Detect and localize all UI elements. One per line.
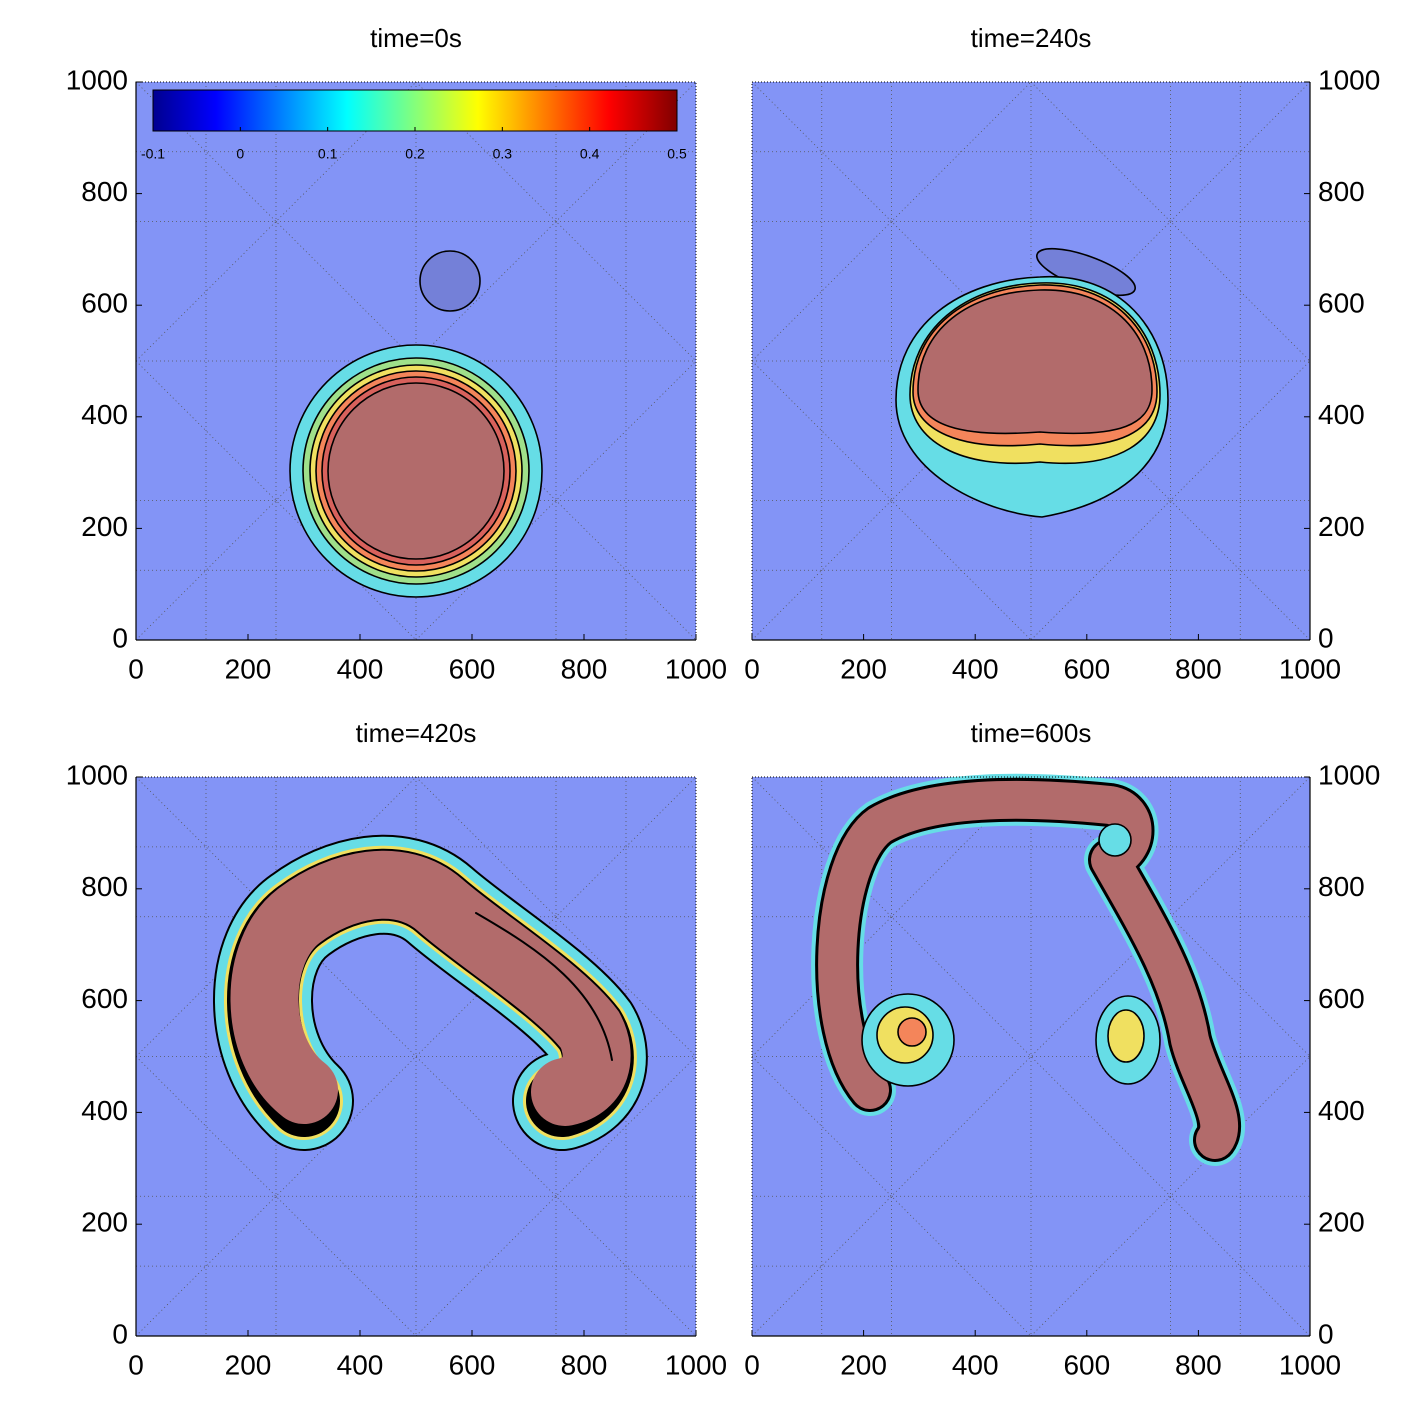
- mesh-line: [1030, 360, 1311, 641]
- x-tick-label: 600: [1063, 653, 1110, 684]
- x-tick-label: 800: [1175, 1349, 1222, 1380]
- field: [289, 250, 543, 598]
- y-tick-label: 400: [1318, 1095, 1365, 1126]
- y-tick-label: 1000: [1318, 759, 1380, 790]
- y-tick-label: 1000: [66, 759, 128, 790]
- y-tick-label: 0: [1318, 622, 1334, 653]
- colorbar-tick-label: 0.4: [580, 146, 600, 162]
- colorbar-tick-label: 0.2: [405, 146, 425, 162]
- panel-title: time=240s: [971, 23, 1092, 53]
- x-tick-label: 400: [337, 653, 384, 684]
- x-tick-label: 400: [952, 1349, 999, 1380]
- x-tick-label: 1000: [665, 653, 727, 684]
- field: [895, 247, 1169, 518]
- x-tick-label: 0: [128, 653, 144, 684]
- x-tick-label: 400: [337, 1349, 384, 1380]
- mesh-line: [1030, 81, 1311, 362]
- y-tick-label: 800: [1318, 176, 1365, 207]
- x-tick-label: 600: [1063, 1349, 1110, 1380]
- y-tick-label: 400: [81, 1095, 128, 1126]
- colorbar-tick-label: 0.5: [667, 146, 687, 162]
- mesh-lines: [135, 81, 1311, 1337]
- x-tick-label: 0: [744, 1349, 760, 1380]
- y-tick-label: 200: [81, 511, 128, 542]
- y-tick-label: 400: [1318, 399, 1365, 430]
- colorbar-tick-label: -0.1: [141, 146, 165, 162]
- y-tick-label: 200: [1318, 511, 1365, 542]
- panel-title: time=420s: [356, 718, 477, 748]
- panel-title: time=0s: [370, 23, 462, 53]
- colorbar-tick-label: 0.1: [318, 146, 338, 162]
- y-tick-label: 200: [1318, 1207, 1365, 1238]
- x-tick-label: 1000: [1279, 1349, 1341, 1380]
- y-tick-label: 200: [81, 1207, 128, 1238]
- y-tick-label: 400: [81, 399, 128, 430]
- x-tick-label: 800: [561, 653, 608, 684]
- colorbar-tick-label: 0: [236, 146, 244, 162]
- x-tick-label: 600: [449, 653, 496, 684]
- x-tick-label: 600: [449, 1349, 496, 1380]
- y-tick-label: 800: [81, 176, 128, 207]
- x-tick-label: 800: [1175, 653, 1222, 684]
- x-tick-label: 0: [744, 653, 760, 684]
- y-tick-label: 600: [1318, 983, 1365, 1014]
- colorbar: [152, 89, 678, 132]
- x-tick-label: 200: [840, 653, 887, 684]
- field: [213, 834, 648, 1151]
- x-tick-label: 0: [128, 1349, 144, 1380]
- y-tick-label: 600: [1318, 288, 1365, 319]
- y-tick-label: 1000: [66, 64, 128, 95]
- y-tick-label: 0: [1318, 1318, 1334, 1349]
- x-tick-label: 400: [952, 653, 999, 684]
- y-tick-label: 0: [112, 1318, 128, 1349]
- x-tick-label: 1000: [665, 1349, 727, 1380]
- y-tick-label: 1000: [1318, 64, 1380, 95]
- field: [861, 823, 1161, 1087]
- x-tick-label: 1000: [1279, 653, 1341, 684]
- panel-title: time=600s: [971, 718, 1092, 748]
- y-tick-label: 600: [81, 288, 128, 319]
- mesh-line: [751, 360, 1032, 641]
- x-tick-label: 800: [561, 1349, 608, 1380]
- x-tick-label: 200: [840, 1349, 887, 1380]
- x-tick-label: 200: [225, 653, 272, 684]
- y-tick-label: 600: [81, 983, 128, 1014]
- x-tick-label: 200: [225, 1349, 272, 1380]
- y-tick-label: 800: [1318, 871, 1365, 902]
- field: [811, 773, 1246, 1166]
- y-tick-label: 800: [81, 871, 128, 902]
- colorbar-tick-label: 0.3: [493, 146, 513, 162]
- y-tick-label: 0: [112, 622, 128, 653]
- mesh-line: [751, 81, 1032, 362]
